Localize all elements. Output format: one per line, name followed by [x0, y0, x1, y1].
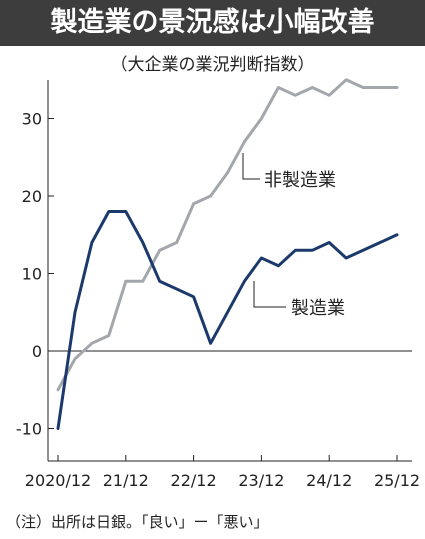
x-tick-label: 24/12	[306, 471, 352, 490]
series-line-manufacturing	[56, 210, 399, 430]
label-leader-non-manufacturing	[242, 153, 260, 180]
x-tick-label: 23/12	[238, 471, 284, 490]
x-tick-label: 25/12	[374, 471, 420, 490]
chart-subtitle: （大企業の業況判断指数）	[110, 55, 315, 75]
x-tick-label: 22/12	[171, 471, 217, 490]
y-tick-label: -10	[16, 420, 42, 439]
series-label-non-manufacturing: 非製造業	[264, 170, 336, 191]
y-tick-label: 30	[22, 110, 42, 129]
series-label-manufacturing: 製造業	[291, 298, 345, 319]
source-note: （注）出所は日銀。「良い」ー「悪い」	[6, 513, 269, 531]
label-leader-manufacturing	[253, 281, 286, 308]
chart-title: 製造業の景況感は小幅改善	[0, 0, 425, 46]
series-line-non-manufacturing	[56, 78, 399, 392]
x-tick-label: 21/12	[103, 471, 149, 490]
x-tick-label: 2020/12	[25, 471, 91, 490]
y-tick-label: 0	[32, 342, 42, 361]
y-tick-label: 10	[22, 265, 42, 284]
y-tick-label: 20	[22, 187, 42, 206]
